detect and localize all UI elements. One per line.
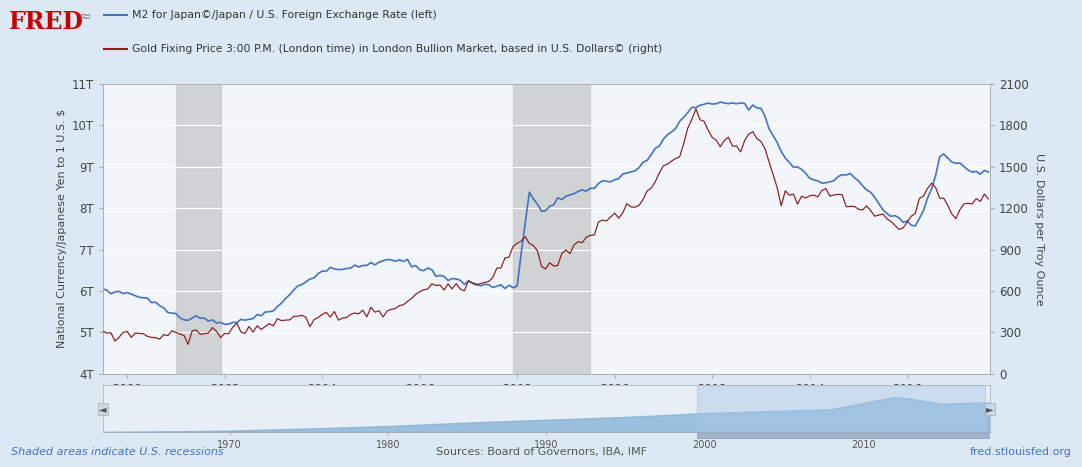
Text: ◄: ◄ — [100, 403, 106, 414]
Bar — [513, 84, 591, 374]
Y-axis label: National Currency/Japanese Yen to 1 U.S. $: National Currency/Japanese Yen to 1 U.S.… — [57, 109, 67, 348]
Text: Gold Fixing Price 3:00 P.M. (London time) in London Bullion Market, based in U.S: Gold Fixing Price 3:00 P.M. (London time… — [132, 44, 662, 54]
Bar — [697, 385, 986, 432]
Text: FRED: FRED — [9, 10, 83, 34]
Bar — [176, 84, 221, 374]
Text: ►: ► — [987, 403, 993, 414]
Text: Sources: Board of Governors, IBA, IMF: Sources: Board of Governors, IBA, IMF — [435, 446, 647, 457]
FancyBboxPatch shape — [697, 432, 990, 438]
Text: ≈: ≈ — [78, 8, 91, 23]
Y-axis label: U.S. Dollars per Troy Ounce: U.S. Dollars per Troy Ounce — [1034, 153, 1044, 305]
Text: fred.stlouisfed.org: fred.stlouisfed.org — [969, 446, 1071, 457]
Text: Shaded areas indicate U.S. recessions: Shaded areas indicate U.S. recessions — [11, 446, 224, 457]
Text: M2 for Japan©/Japan / U.S. Foreign Exchange Rate (left): M2 for Japan©/Japan / U.S. Foreign Excha… — [132, 10, 437, 20]
